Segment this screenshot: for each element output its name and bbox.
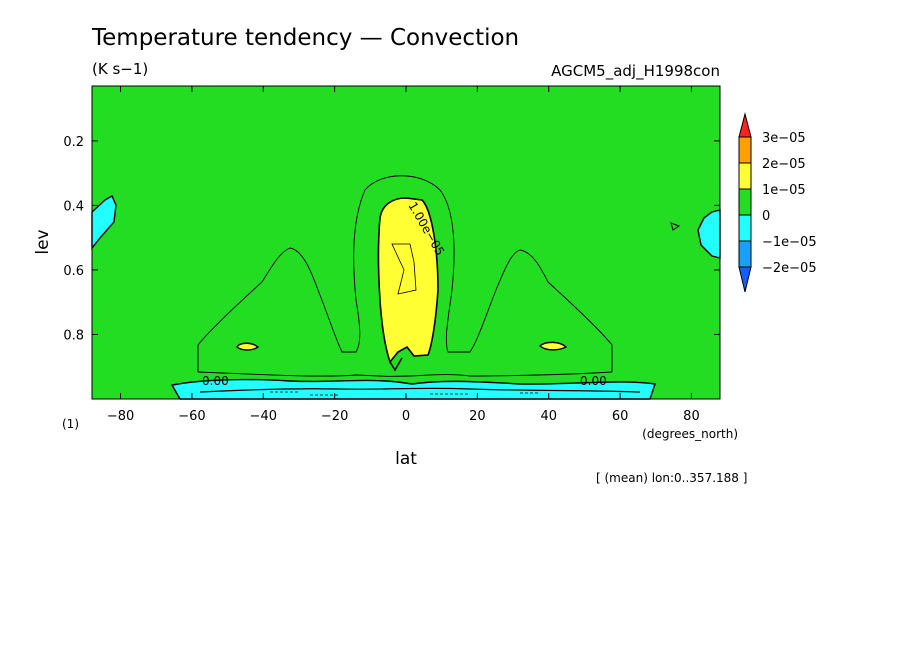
- colorbar-label: −2e−05: [762, 261, 817, 276]
- colorbar: 3e−05 2e−05 1e−05 0 −1e−05 −2e−05: [738, 112, 817, 293]
- colorbar-label: 3e−05: [762, 131, 806, 146]
- contour-label-nh: 0.00: [580, 374, 607, 388]
- surface-lower-contour: [199, 387, 641, 393]
- negative-sh-high-lat: [91, 195, 117, 250]
- y-tick-label: 0.8: [63, 328, 84, 343]
- contour-label-sh: 0.00: [202, 374, 229, 388]
- x-axis-units: (degrees_north): [642, 427, 738, 441]
- colorbar-band-cyan: [738, 214, 752, 242]
- colorbar-labels: 3e−05 2e−05 1e−05 0 −1e−05 −2e−05: [762, 131, 817, 276]
- x-tick-label: 80: [683, 409, 700, 424]
- core-inner-contour: [391, 243, 417, 295]
- y-tick-label: 0.4: [63, 199, 84, 214]
- y-tick-label: 0.6: [63, 264, 84, 279]
- units-label: (K s−1): [92, 60, 148, 78]
- x-axis-label: lat: [395, 449, 417, 469]
- y-tick-label: 0.2: [63, 135, 84, 150]
- x-tick-label: −20: [321, 409, 348, 424]
- tiny-nh-contour: [670, 222, 681, 231]
- outer-contour-sh: [197, 175, 613, 372]
- core-bottom-contour: [389, 357, 403, 372]
- positive-core: [377, 197, 439, 364]
- colorbar-band-green: [738, 188, 752, 216]
- colorbar-bottom-arrow: [738, 266, 752, 293]
- dashed-surface-contours: [270, 391, 540, 396]
- outer-contour-mid: [197, 371, 613, 377]
- x-tick-label: 40: [540, 409, 557, 424]
- x-tick-label: −60: [178, 409, 205, 424]
- x-ticks: −80 −60 −40 −20 0 20 40 60 80: [107, 86, 700, 424]
- negative-nh-high-lat: [697, 209, 721, 259]
- y-axis-label: lev: [33, 229, 53, 254]
- colorbar-label: 1e−05: [762, 183, 806, 198]
- colorbar-label: 0: [762, 209, 770, 224]
- colorbar-band-blue: [738, 240, 752, 268]
- colorbar-label: 2e−05: [762, 157, 806, 172]
- negative-surface-layer: [170, 378, 656, 400]
- colorbar-label: −1e−05: [762, 235, 817, 250]
- colorbar-band-orange: [738, 136, 752, 164]
- dataset-label: AGCM5_adj_H1998con: [551, 62, 720, 81]
- chart-title: Temperature tendency — Convection: [91, 25, 519, 51]
- plot-area: 1.00e−05 0.00 0.00 −80 −60 −40 −20 0 20 40 60 80…: [63, 85, 721, 424]
- y-axis-note: (1): [62, 417, 79, 431]
- y-ticks: 0.2 0.4 0.6 0.8: [63, 135, 720, 343]
- x-tick-label: 20: [469, 409, 486, 424]
- colorbar-band-yellow: [738, 162, 752, 190]
- colorbar-top-arrow: [738, 112, 752, 138]
- x-tick-label: 0: [402, 409, 410, 424]
- x-tick-label: −80: [107, 409, 134, 424]
- mean-note: [ (mean) lon:0..357.188 ]: [596, 471, 747, 485]
- x-tick-label: −40: [250, 409, 277, 424]
- positive-blob-sh: [236, 342, 260, 351]
- x-tick-label: 60: [612, 409, 629, 424]
- positive-blob-nh: [538, 341, 568, 351]
